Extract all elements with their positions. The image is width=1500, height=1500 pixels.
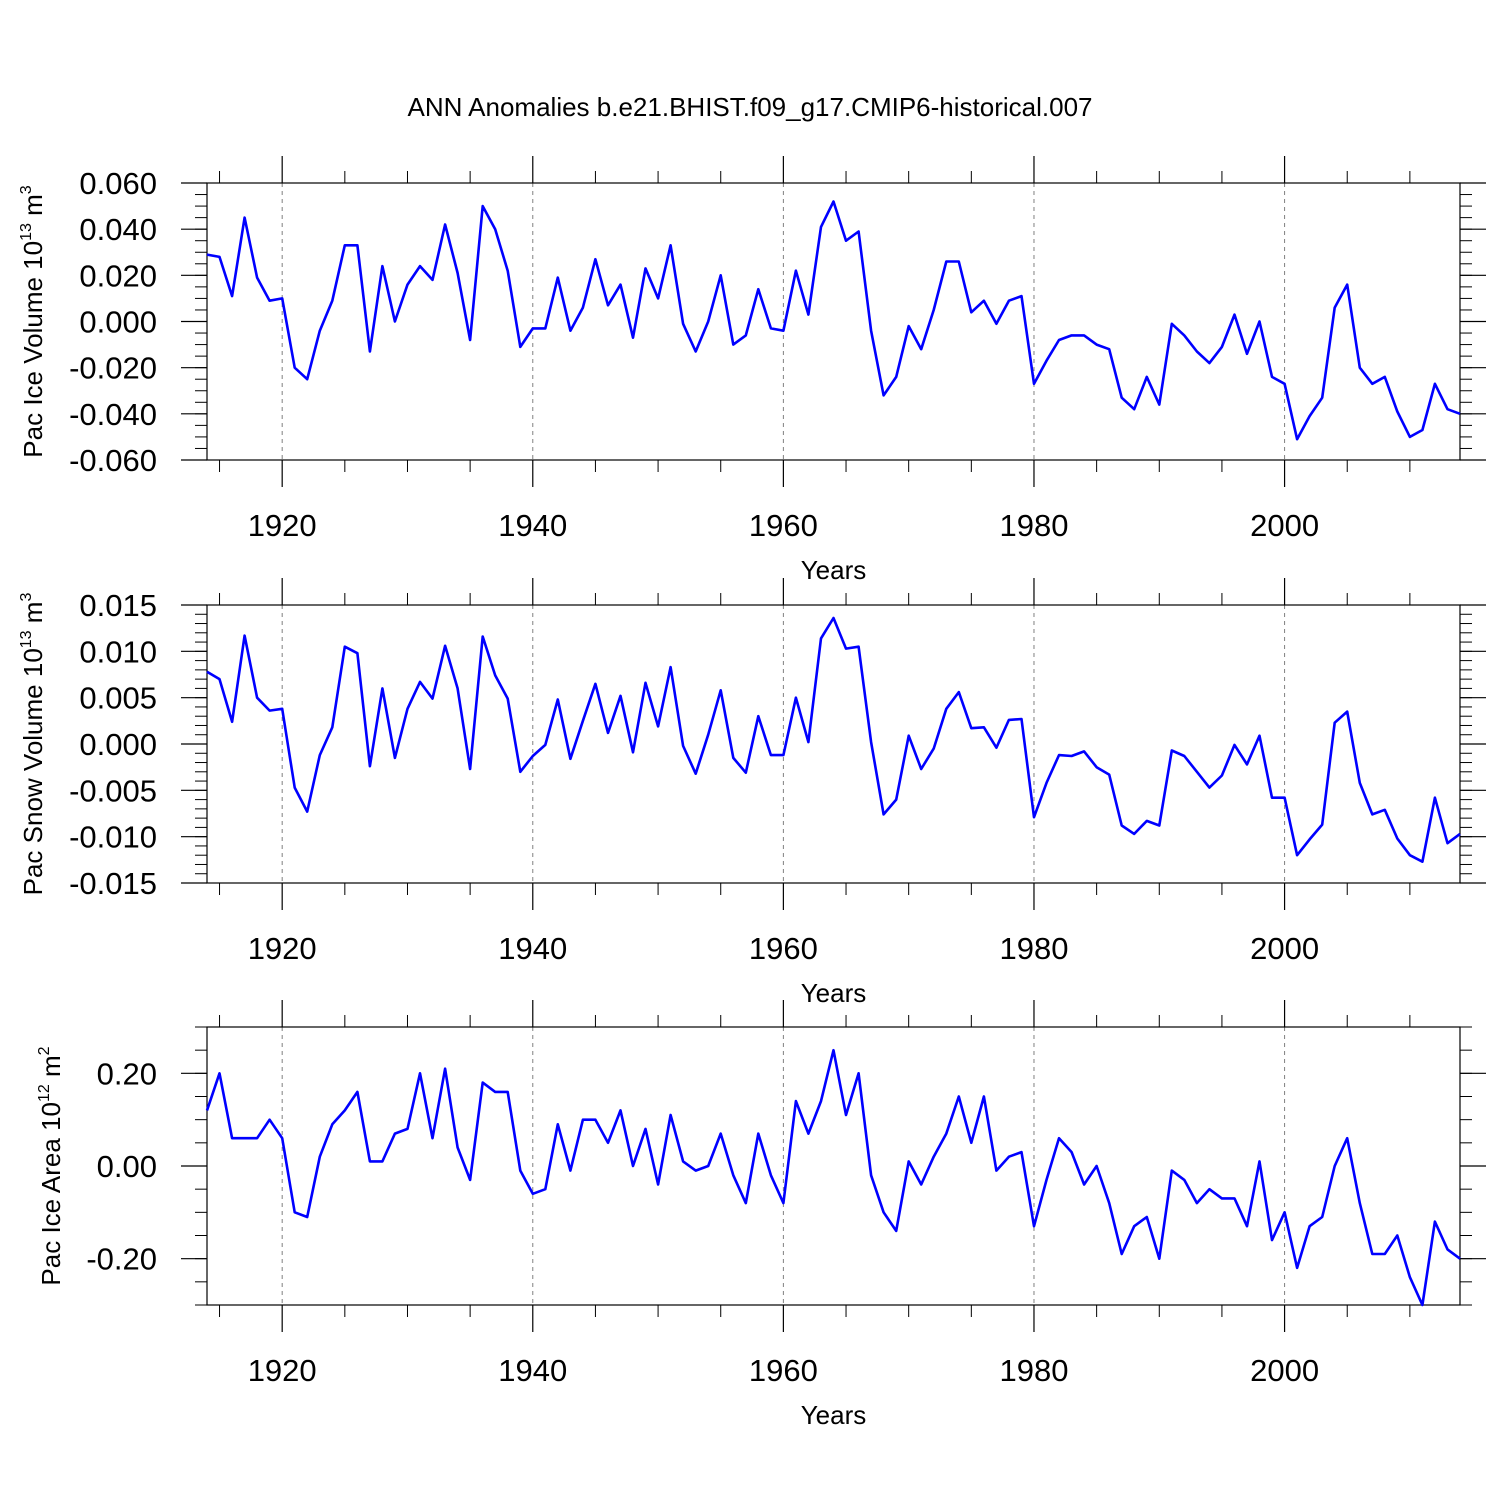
- series-line: [206, 616, 1461, 864]
- x-tick-label: 1980: [999, 1353, 1068, 1388]
- x-axis-label: Years: [801, 1400, 867, 1430]
- x-tick-label: 2000: [1250, 931, 1319, 966]
- y-axis-label: Pac Ice Volume 1013 m3: [18, 185, 48, 458]
- x-tick-label: 1920: [248, 931, 317, 966]
- y-tick-label: -0.20: [86, 1242, 157, 1277]
- y-tick-label: -0.015: [69, 866, 157, 901]
- x-tick-label: 1960: [749, 931, 818, 966]
- y-tick-label: 0.020: [79, 258, 157, 293]
- x-tick-label: 1940: [498, 931, 567, 966]
- y-tick-label: 0.000: [79, 305, 157, 340]
- y-tick-label: 0.060: [79, 166, 157, 201]
- x-tick-label: 1920: [248, 1353, 317, 1388]
- panel-3: 1920 1940 1960 1980 2000 Years -0.20 0.00 0.20 Pa…: [36, 1000, 1486, 1430]
- y-axis-label: Pac Ice Area 1012 m2: [36, 1046, 66, 1285]
- x-tick-label: 1920: [248, 508, 317, 543]
- plot-frame: [206, 1026, 1461, 1306]
- x-tick-label: 1960: [749, 1353, 818, 1388]
- y-axis-label: Pac Snow Volume 1013 m3: [18, 593, 48, 896]
- x-tick-label: 1980: [999, 931, 1068, 966]
- y-tick-label: -0.010: [69, 820, 157, 855]
- y-tick-label: 0.005: [79, 681, 157, 716]
- y-tick-label: 0.040: [79, 212, 157, 247]
- panel-1: 1920 1940 1960 1980 2000 Years -0.060 -0.040 -0.…: [18, 156, 1486, 585]
- y-tick-label: 0.015: [79, 588, 157, 623]
- y-tick-label: -0.020: [69, 351, 157, 386]
- x-axis-label: Years: [801, 555, 867, 585]
- y-tick-label: -0.060: [69, 443, 157, 478]
- series-line: [206, 200, 1461, 441]
- x-tick-label: 2000: [1250, 508, 1319, 543]
- plot-frame: [206, 604, 1461, 884]
- x-tick-label: 1960: [749, 508, 818, 543]
- y-tick-label: 0.00: [97, 1149, 157, 1184]
- x-axis-label: Years: [801, 978, 867, 1008]
- y-tick-label: -0.040: [69, 397, 157, 432]
- chart-title: ANN Anomalies b.e21.BHIST.f09_g17.CMIP6-…: [407, 92, 1093, 122]
- x-tick-label: 2000: [1250, 1353, 1319, 1388]
- y-tick-label: 0.010: [79, 634, 157, 669]
- y-tick-label: 0.000: [79, 727, 157, 762]
- x-tick-label: 1940: [498, 1353, 567, 1388]
- y-tick-label: -0.005: [69, 773, 157, 808]
- x-tick-label: 1980: [999, 508, 1068, 543]
- y-tick-label: 0.20: [97, 1056, 157, 1091]
- series-line: [205, 1048, 1461, 1307]
- panel-2: 1920 1940 1960 1980 2000 Years -0.015 -0.010 -0.…: [18, 578, 1486, 1008]
- x-tick-label: 1940: [498, 508, 567, 543]
